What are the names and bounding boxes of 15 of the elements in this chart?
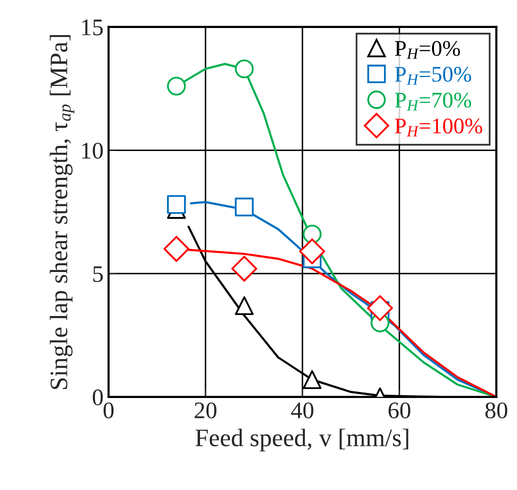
legend-label: P$_{H}$=70%: [394, 92, 472, 110]
y-tick-label: 15: [82, 20, 103, 36]
x-tick-label: 20: [194, 402, 216, 418]
y-axis-title: Single lap shear strength, τ$_{ap}$ [MPa]: [50, 35, 74, 390]
legend-label: P$_{H}$=100%: [394, 118, 482, 136]
legend-label: P$_{H}$=0%: [394, 40, 460, 59]
x-tick-label: 40: [291, 402, 314, 418]
x-tick-label: 0: [104, 402, 114, 418]
legend-label: P$_{H}$=50%: [394, 66, 472, 85]
y-tick-label: 10: [82, 142, 103, 159]
y-tick-label: 5: [93, 266, 103, 282]
y-tick-label: 0: [92, 389, 103, 406]
x-axis-title: Feed speed, v [mm/s]: [196, 428, 408, 452]
x-tick-label: 60: [388, 402, 410, 418]
x-tick-label: 80: [485, 402, 508, 418]
